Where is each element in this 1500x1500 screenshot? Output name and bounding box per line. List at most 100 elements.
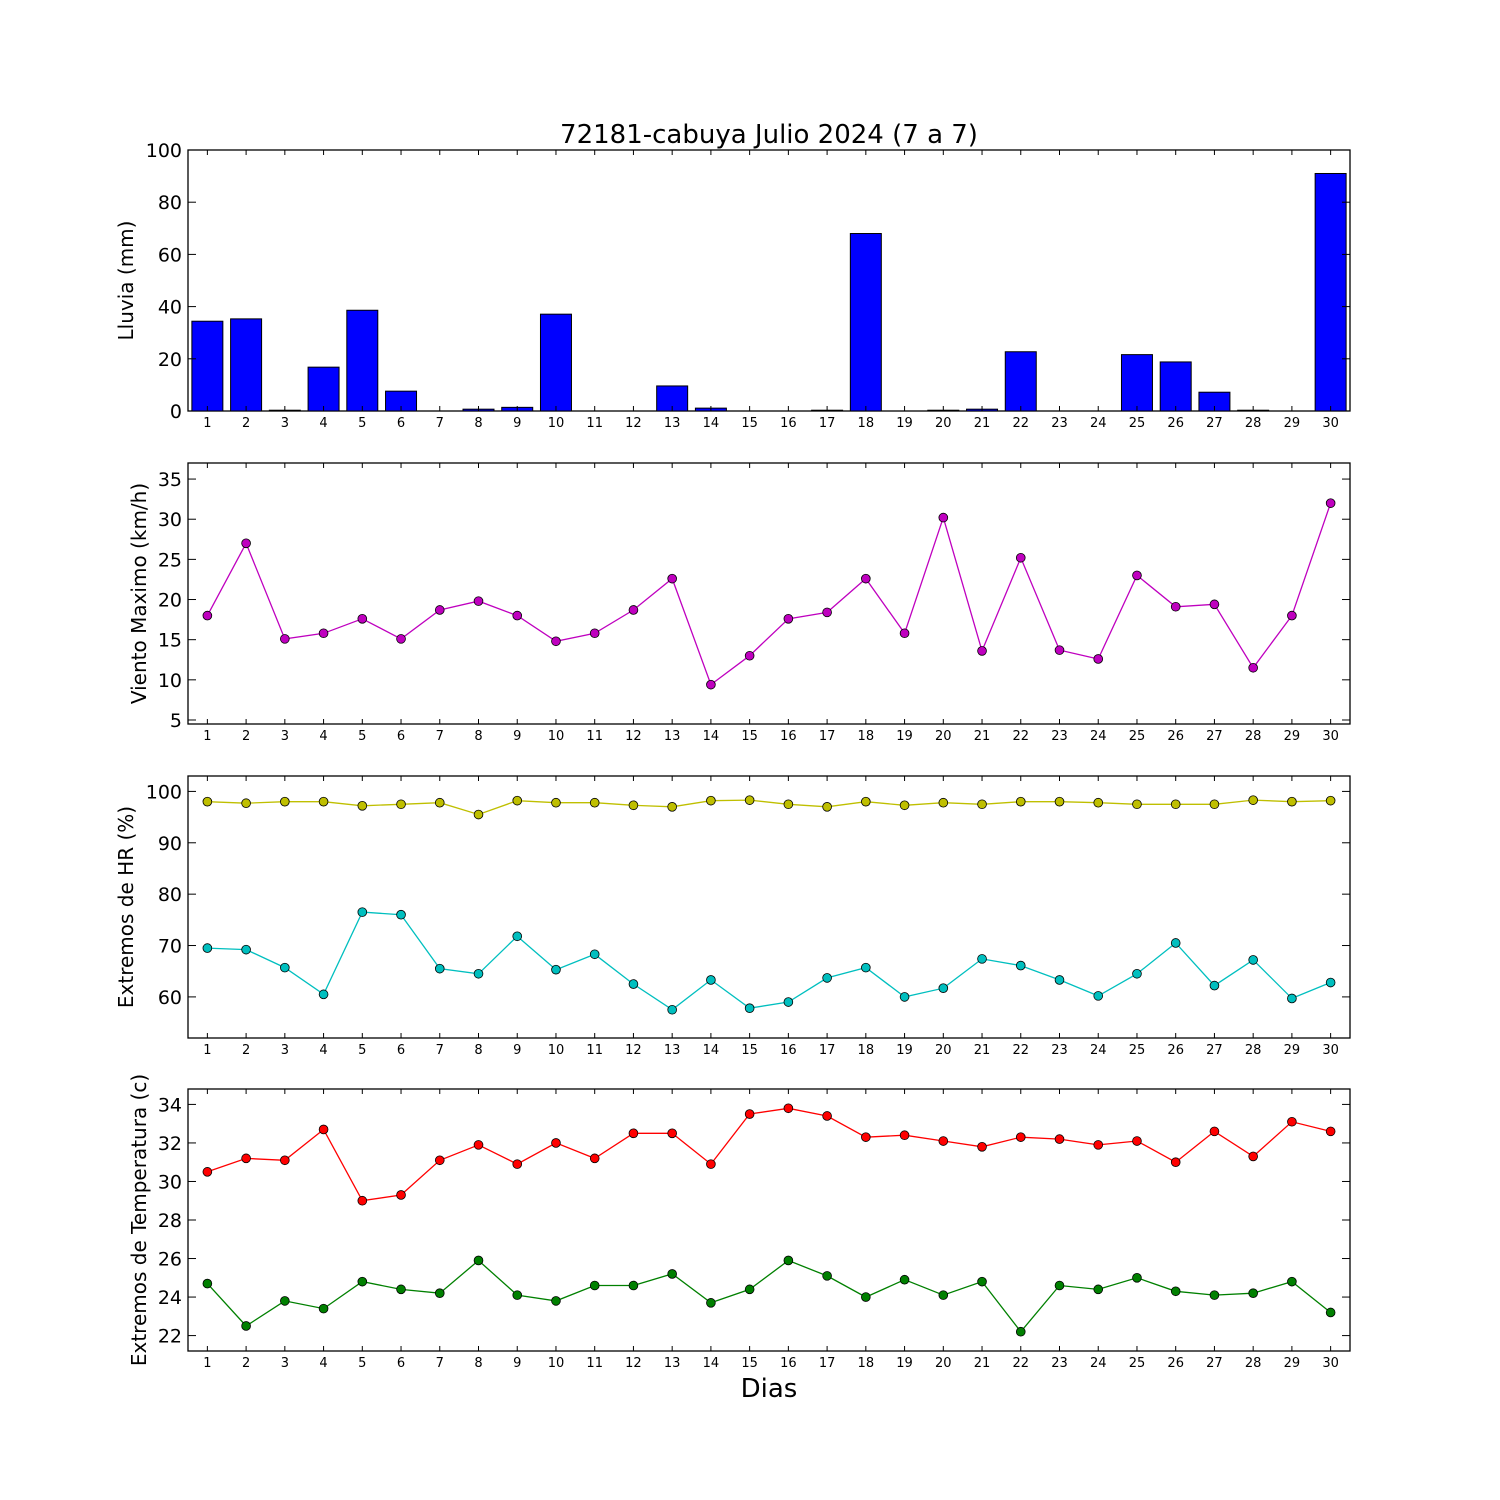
x-tick-label: 22 bbox=[1012, 1043, 1029, 1058]
data-point bbox=[318, 989, 329, 1000]
x-tick-label: 13 bbox=[664, 1356, 681, 1371]
x-tick-label: 14 bbox=[703, 416, 720, 431]
x-tick-label: 1 bbox=[203, 416, 211, 431]
x-tick-label: 27 bbox=[1206, 1043, 1223, 1058]
data-point bbox=[357, 907, 368, 917]
data-point bbox=[1248, 662, 1258, 673]
data-point bbox=[357, 1195, 368, 1206]
x-tick-label: 14 bbox=[703, 729, 720, 744]
x-tick-label: 25 bbox=[1129, 416, 1146, 431]
data-point bbox=[1287, 1276, 1297, 1287]
x-tick-label: 9 bbox=[513, 1043, 521, 1058]
plot-area bbox=[187, 775, 1351, 1039]
x-tick-label: 15 bbox=[741, 1356, 758, 1371]
data-point bbox=[434, 797, 445, 808]
rain-bar bbox=[191, 320, 224, 412]
data-point bbox=[861, 1292, 871, 1302]
data-point bbox=[1287, 1116, 1297, 1127]
data-point bbox=[861, 796, 871, 807]
x-tick-label: 22 bbox=[1012, 729, 1029, 744]
x-tick-label: 15 bbox=[741, 729, 758, 744]
data-point bbox=[628, 605, 639, 615]
data-point bbox=[551, 1296, 561, 1306]
data-point bbox=[1209, 799, 1220, 810]
data-point bbox=[1015, 1326, 1026, 1337]
y-tick-label: 15 bbox=[158, 630, 182, 652]
rain-bar bbox=[230, 318, 263, 412]
data-point bbox=[1209, 1290, 1220, 1300]
data-point bbox=[512, 1159, 523, 1169]
data-point bbox=[744, 795, 755, 805]
x-tick-label: 29 bbox=[1284, 1356, 1301, 1371]
x-tick-label: 7 bbox=[436, 1043, 444, 1058]
y-tick-label: 34 bbox=[158, 1094, 182, 1116]
data-point bbox=[241, 798, 251, 809]
data-point bbox=[241, 1321, 251, 1331]
data-point bbox=[1248, 955, 1258, 965]
data-point bbox=[1209, 1126, 1220, 1137]
data-point bbox=[512, 610, 523, 621]
data-point bbox=[280, 1155, 290, 1166]
y-tick-label: 28 bbox=[158, 1210, 182, 1232]
data-point bbox=[1170, 938, 1181, 948]
data-point bbox=[1015, 960, 1026, 971]
x-tick-label: 19 bbox=[896, 729, 913, 744]
data-point bbox=[357, 1276, 368, 1287]
data-point bbox=[396, 909, 406, 920]
data-point bbox=[1325, 498, 1336, 508]
data-point bbox=[1093, 654, 1104, 664]
x-tick-label: 27 bbox=[1206, 416, 1223, 431]
data-point bbox=[512, 931, 523, 942]
data-point bbox=[822, 802, 832, 812]
data-point bbox=[1054, 645, 1065, 655]
x-tick-label: 18 bbox=[858, 416, 875, 431]
data-point bbox=[473, 1255, 484, 1266]
rain-bar bbox=[307, 366, 340, 412]
data-point bbox=[899, 992, 910, 1002]
data-point bbox=[667, 573, 677, 584]
data-point bbox=[589, 1153, 600, 1164]
chart-title: 72181-cabuya Julio 2024 (7 a 7) bbox=[560, 120, 978, 150]
data-point bbox=[1093, 797, 1104, 808]
x-tick-label: 30 bbox=[1322, 416, 1339, 431]
x-tick-label: 27 bbox=[1206, 729, 1223, 744]
data-point bbox=[589, 949, 600, 960]
data-point bbox=[899, 800, 910, 811]
x-tick-label: 4 bbox=[319, 416, 327, 431]
data-point bbox=[744, 650, 755, 661]
data-point bbox=[1170, 1286, 1181, 1297]
y-tick-label: 24 bbox=[158, 1287, 182, 1309]
data-point bbox=[551, 1138, 561, 1148]
x-tick-label: 21 bbox=[974, 729, 991, 744]
y-tick-label: 32 bbox=[158, 1133, 182, 1155]
y-axis-label: Extremos de HR (%) bbox=[114, 806, 138, 1008]
data-point bbox=[357, 800, 368, 811]
x-tick-label: 29 bbox=[1284, 416, 1301, 431]
data-point bbox=[628, 979, 639, 989]
data-point bbox=[1132, 1272, 1142, 1283]
x-tick-label: 11 bbox=[586, 1043, 603, 1058]
x-tick-label: 14 bbox=[703, 1043, 720, 1058]
plot-area bbox=[187, 1088, 1351, 1352]
rain-bar bbox=[1314, 172, 1347, 412]
data-point bbox=[1054, 1134, 1065, 1144]
x-tick-label: 22 bbox=[1012, 416, 1029, 431]
data-point bbox=[1209, 980, 1220, 991]
series-line bbox=[207, 799, 1331, 816]
x-tick-label: 11 bbox=[586, 1356, 603, 1371]
y-tick-label: 80 bbox=[158, 884, 182, 906]
x-tick-label: 19 bbox=[896, 1043, 913, 1058]
data-point bbox=[706, 1159, 716, 1169]
x-tick-label: 25 bbox=[1129, 729, 1146, 744]
x-tick-label: 28 bbox=[1245, 1356, 1262, 1371]
y-tick-label: 0 bbox=[170, 401, 182, 423]
data-point bbox=[1287, 610, 1297, 621]
x-tick-label: 3 bbox=[281, 729, 289, 744]
data-point bbox=[396, 1284, 406, 1295]
x-tick-label: 24 bbox=[1090, 729, 1107, 744]
x-tick-label: 5 bbox=[358, 1043, 366, 1058]
x-tick-label: 15 bbox=[741, 416, 758, 431]
data-point bbox=[977, 799, 987, 810]
data-point bbox=[1015, 1132, 1026, 1142]
data-point bbox=[1287, 796, 1297, 807]
